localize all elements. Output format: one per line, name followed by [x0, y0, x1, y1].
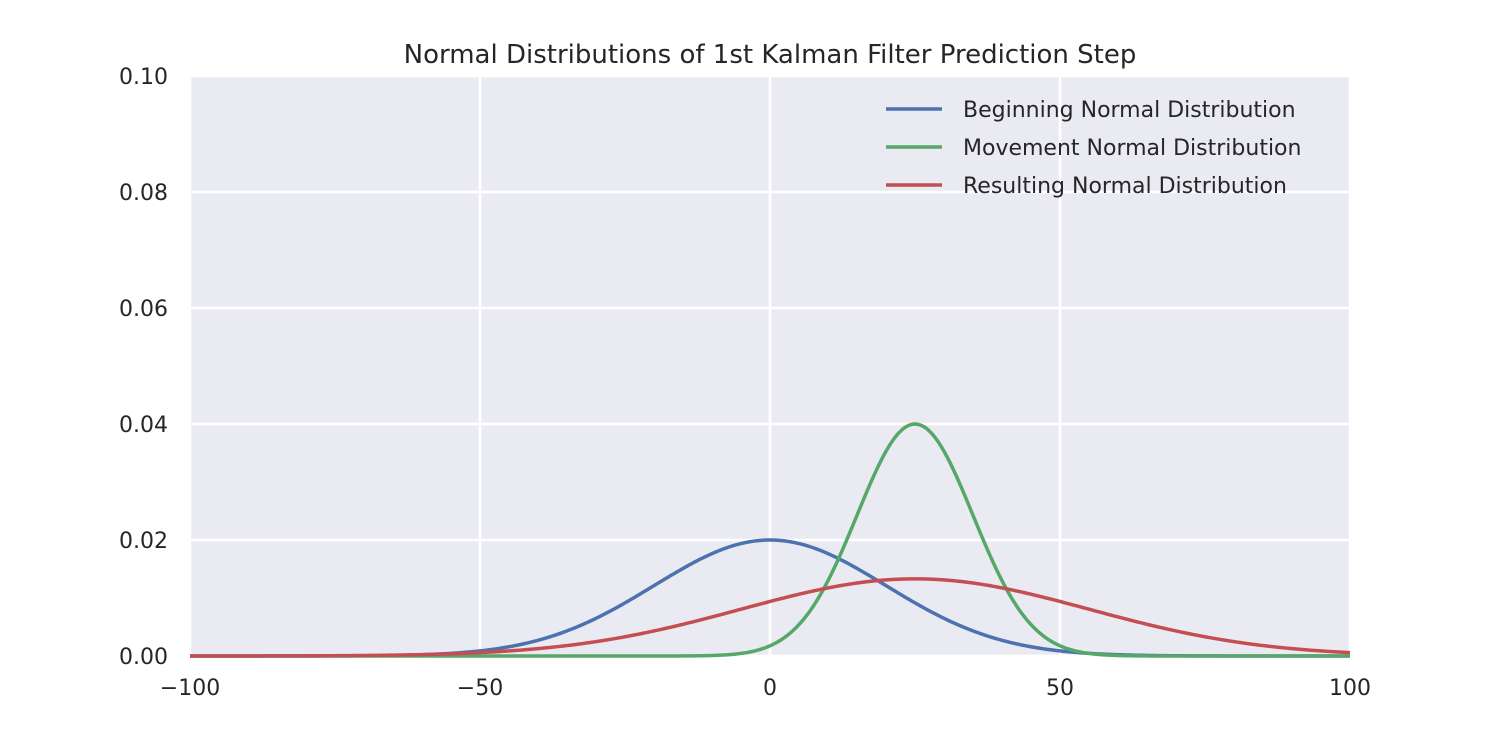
legend-label: Beginning Normal Distribution — [963, 98, 1296, 123]
x-tick-label: −100 — [160, 676, 220, 701]
legend: Beginning Normal Distribution Movement No… — [886, 98, 1301, 199]
y-tick-label: 0.06 — [119, 297, 168, 322]
y-tick-label: 0.00 — [119, 645, 168, 670]
x-tick-label: 0 — [763, 676, 777, 701]
x-tick-label: −50 — [457, 676, 503, 701]
x-axis-ticks: −100 −50 0 50 100 — [160, 676, 1371, 701]
y-tick-label: 0.02 — [119, 529, 168, 554]
grid — [188, 74, 1352, 658]
legend-label: Movement Normal Distribution — [963, 136, 1301, 161]
chart-title: Normal Distributions of 1st Kalman Filte… — [404, 40, 1137, 70]
x-tick-label: 100 — [1329, 676, 1371, 701]
y-tick-label: 0.04 — [119, 413, 168, 438]
legend-label: Resulting Normal Distribution — [963, 174, 1287, 199]
y-tick-label: 0.08 — [119, 181, 168, 206]
y-tick-label: 0.10 — [119, 65, 168, 90]
x-tick-label: 50 — [1046, 676, 1074, 701]
series-line-3 — [190, 577, 1351, 658]
y-axis-ticks: 0.00 0.02 0.04 0.06 0.08 0.10 — [119, 65, 168, 670]
series-lines — [190, 422, 1351, 658]
